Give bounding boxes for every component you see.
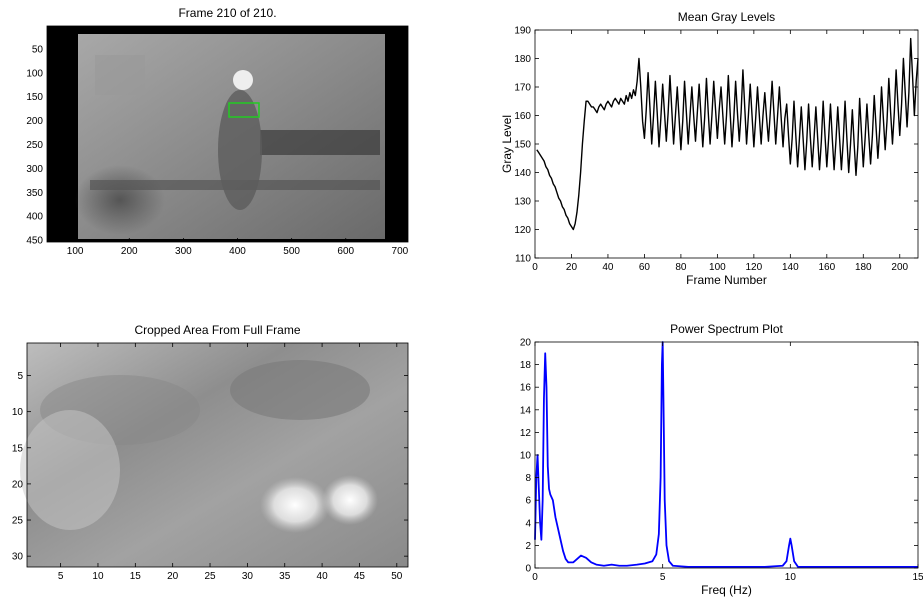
axes-box [26, 342, 409, 568]
axes-box [534, 29, 919, 259]
x-tick-label: 140 [782, 262, 799, 273]
y-tick-label: 15 [12, 443, 24, 454]
y-tick-label: 0 [525, 564, 531, 575]
x-tick-label: 80 [675, 262, 687, 273]
x-tick-label: 200 [121, 246, 138, 257]
x-tick-label: 100 [67, 246, 84, 257]
y-tick-label: 140 [514, 168, 531, 179]
x-tick-label: 20 [566, 262, 578, 273]
x-tick-label: 15 [912, 572, 923, 583]
y-tick-label: 10 [12, 407, 24, 418]
y-tick-label: 400 [26, 212, 43, 223]
x-tick-label: 0 [532, 572, 538, 583]
axes-box [534, 341, 919, 569]
y-tick-label: 130 [514, 197, 531, 208]
x-tick-label: 45 [354, 571, 366, 582]
y-tick-label: 5 [17, 371, 23, 382]
y-tick-label: 170 [514, 83, 531, 94]
y-tick-label: 190 [514, 26, 531, 37]
y-tick-label: 18 [520, 360, 532, 371]
y-tick-label: 100 [26, 68, 43, 79]
data-line [534, 341, 918, 568]
x-axis-label: Freq (Hz) [701, 583, 752, 597]
x-tick-label: 700 [392, 246, 409, 257]
x-tick-label: 100 [709, 262, 726, 273]
x-tick-label: 35 [279, 571, 291, 582]
chart-title: Mean Gray Levels [678, 10, 775, 24]
x-tick-label: 200 [891, 262, 908, 273]
y-tick-label: 20 [12, 479, 24, 490]
y-tick-label: 2 [525, 541, 531, 552]
data-line [536, 37, 919, 231]
x-tick-label: 40 [317, 571, 329, 582]
y-tick-label: 30 [12, 552, 24, 563]
y-axis-label: Gray Level [500, 115, 514, 173]
x-tick-label: 180 [855, 262, 872, 273]
x-tick-label: 160 [818, 262, 835, 273]
x-tick-label: 60 [639, 262, 651, 273]
x-tick-label: 10 [92, 571, 104, 582]
y-tick-label: 150 [514, 140, 531, 151]
y-tick-label: 6 [525, 496, 531, 507]
x-tick-label: 0 [532, 262, 538, 273]
y-tick-label: 110 [515, 254, 531, 265]
y-tick-label: 450 [26, 236, 43, 247]
y-tick-label: 10 [520, 451, 532, 462]
x-tick-label: 50 [391, 571, 403, 582]
chart-title: Frame 210 of 210. [178, 6, 276, 20]
y-tick-label: 120 [514, 225, 531, 236]
x-tick-label: 500 [283, 246, 300, 257]
x-tick-label: 400 [229, 246, 246, 257]
x-tick-label: 40 [602, 262, 614, 273]
x-tick-label: 10 [785, 572, 797, 583]
x-tick-label: 5 [660, 572, 666, 583]
chart-title: Power Spectrum Plot [670, 322, 783, 336]
axes-box [46, 25, 409, 243]
y-tick-label: 8 [525, 473, 531, 484]
x-tick-label: 15 [130, 571, 142, 582]
y-tick-label: 50 [32, 44, 44, 55]
x-tick-label: 20 [167, 571, 179, 582]
x-tick-label: 5 [58, 571, 64, 582]
cropped-image [20, 343, 408, 567]
x-tick-label: 600 [337, 246, 354, 257]
y-tick-label: 20 [520, 338, 532, 349]
x-tick-label: 120 [746, 262, 763, 273]
y-tick-label: 180 [514, 54, 531, 65]
y-tick-label: 300 [26, 164, 43, 175]
y-tick-label: 250 [26, 140, 43, 151]
frame-image [47, 26, 408, 242]
y-tick-label: 12 [520, 428, 532, 439]
y-tick-label: 200 [26, 116, 43, 127]
y-tick-label: 150 [26, 92, 43, 103]
y-tick-label: 350 [26, 188, 43, 199]
x-tick-label: 25 [204, 571, 216, 582]
y-tick-label: 4 [525, 518, 531, 529]
x-tick-label: 300 [175, 246, 192, 257]
y-tick-label: 14 [520, 405, 532, 416]
y-tick-label: 160 [514, 111, 531, 122]
x-axis-label: Frame Number [686, 273, 767, 287]
y-tick-label: 25 [12, 516, 24, 527]
y-tick-label: 16 [520, 383, 532, 394]
chart-title: Cropped Area From Full Frame [134, 323, 300, 337]
x-tick-label: 30 [242, 571, 254, 582]
